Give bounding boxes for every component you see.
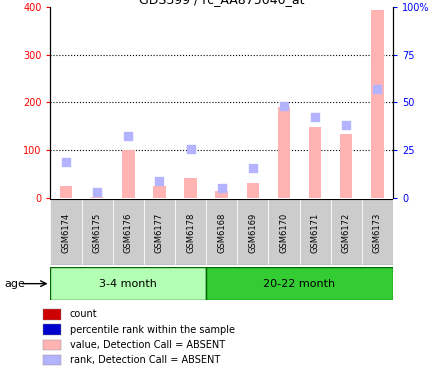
Bar bbox=[113, 199, 144, 265]
Bar bbox=[43, 355, 61, 365]
Text: 3-4 month: 3-4 month bbox=[99, 279, 157, 289]
Bar bbox=[339, 134, 352, 198]
Text: 20-22 month: 20-22 month bbox=[263, 279, 335, 289]
Bar bbox=[43, 340, 61, 350]
Point bbox=[93, 189, 100, 195]
Bar bbox=[246, 183, 258, 198]
Point bbox=[218, 185, 225, 191]
Text: GSM6168: GSM6168 bbox=[217, 212, 226, 253]
Point bbox=[187, 146, 194, 152]
Bar bbox=[50, 267, 206, 300]
Text: GSM6177: GSM6177 bbox=[155, 212, 163, 253]
Bar bbox=[175, 199, 206, 265]
Title: GDS399 / rc_AA875040_at: GDS399 / rc_AA875040_at bbox=[139, 0, 304, 6]
Point bbox=[124, 133, 131, 139]
Point bbox=[155, 178, 162, 184]
Bar bbox=[206, 199, 237, 265]
Bar bbox=[361, 199, 392, 265]
Bar bbox=[237, 199, 268, 265]
Text: GSM6173: GSM6173 bbox=[372, 212, 381, 253]
Bar bbox=[206, 267, 392, 300]
Text: GSM6176: GSM6176 bbox=[124, 212, 133, 253]
Text: GSM6174: GSM6174 bbox=[61, 212, 71, 253]
Text: percentile rank within the sample: percentile rank within the sample bbox=[70, 325, 234, 335]
Text: rank, Detection Call = ABSENT: rank, Detection Call = ABSENT bbox=[70, 355, 219, 365]
Bar bbox=[299, 199, 330, 265]
Text: age: age bbox=[4, 279, 25, 289]
Bar bbox=[153, 186, 165, 198]
Text: GSM6175: GSM6175 bbox=[92, 212, 102, 253]
Point bbox=[311, 114, 318, 120]
Text: GSM6169: GSM6169 bbox=[248, 212, 257, 253]
Bar bbox=[81, 199, 113, 265]
Bar bbox=[215, 190, 227, 198]
Bar bbox=[122, 150, 134, 198]
Bar bbox=[144, 199, 175, 265]
Bar bbox=[43, 324, 61, 335]
Bar bbox=[50, 199, 81, 265]
Text: count: count bbox=[70, 310, 97, 320]
Bar bbox=[60, 186, 72, 198]
Bar bbox=[43, 309, 61, 320]
Bar bbox=[308, 127, 321, 198]
Point bbox=[62, 159, 69, 165]
Bar bbox=[91, 197, 103, 198]
Text: GSM6178: GSM6178 bbox=[186, 212, 194, 253]
Point bbox=[280, 103, 287, 109]
Text: GSM6170: GSM6170 bbox=[279, 212, 288, 253]
Bar bbox=[370, 10, 383, 198]
Text: GSM6171: GSM6171 bbox=[310, 212, 319, 253]
Bar bbox=[277, 107, 290, 198]
Bar bbox=[184, 178, 196, 198]
Point bbox=[249, 165, 256, 171]
Bar bbox=[330, 199, 361, 265]
Text: GSM6172: GSM6172 bbox=[341, 212, 350, 253]
Text: value, Detection Call = ABSENT: value, Detection Call = ABSENT bbox=[70, 340, 225, 350]
Bar bbox=[268, 199, 299, 265]
Point bbox=[373, 86, 380, 92]
Point bbox=[342, 122, 349, 128]
